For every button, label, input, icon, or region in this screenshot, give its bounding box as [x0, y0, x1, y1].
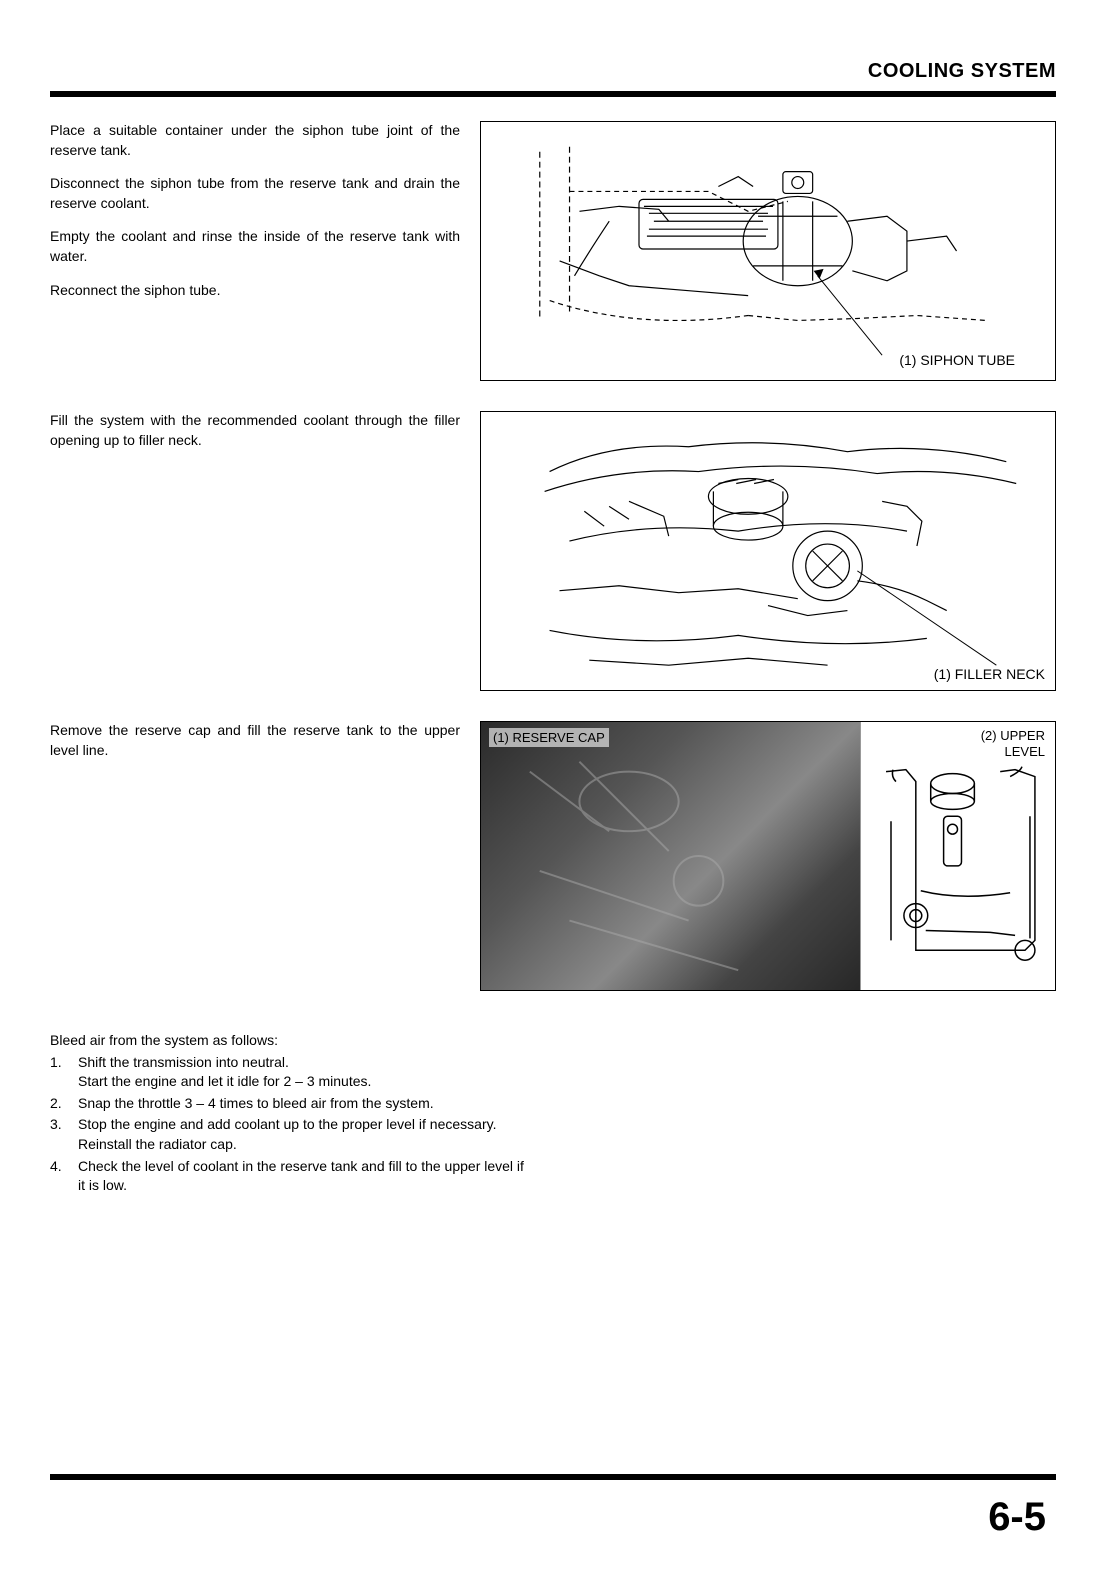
list-item: 3. Stop the engine and add coolant up to… — [50, 1115, 1056, 1154]
reserve-tank-side — [860, 722, 1055, 990]
list-item: 4. Check the level of coolant in the res… — [50, 1157, 1056, 1196]
item-num: 3. — [50, 1115, 78, 1154]
item-num: 2. — [50, 1094, 78, 1114]
para: Reconnect the siphon tube. — [50, 281, 460, 301]
filler-neck-diagram — [481, 412, 1055, 690]
row-filler: Fill the system with the recommended coo… — [50, 411, 1056, 691]
fig-label-upper: (2) UPPER LEVEL — [981, 728, 1045, 759]
reserve-tank-diagram — [861, 722, 1055, 990]
para: Empty the coolant and rinse the inside o… — [50, 227, 460, 266]
item-text: Snap the throttle 3 – 4 times to bleed a… — [78, 1094, 528, 1114]
fig-label-siphon: (1) SIPHON TUBE — [899, 352, 1015, 368]
item-num: 1. — [50, 1053, 78, 1092]
photo-reserve: (1) RESERVE CAP (2) UPPER LEVEL — [480, 721, 1056, 991]
figure-1: (1) SIPHON TUBE — [480, 121, 1056, 381]
figure-2: (1) FILLER NECK — [480, 411, 1056, 691]
header-rule — [50, 91, 1056, 97]
item-text: Stop the engine and add coolant up to th… — [78, 1115, 528, 1154]
para: Fill the system with the recommended coo… — [50, 411, 460, 450]
bleed-title: Bleed air from the system as follows: — [50, 1031, 1056, 1051]
diagram-siphon: (1) SIPHON TUBE — [480, 121, 1056, 381]
bleed-list: 1. Shift the transmission into neutral. … — [50, 1053, 1056, 1196]
text-block-1: Place a suitable container under the sip… — [50, 121, 480, 314]
row-reserve: Remove the reserve cap and fill the rese… — [50, 721, 1056, 991]
header-title: COOLING SYSTEM — [868, 60, 1056, 82]
page-header: COOLING SYSTEM — [50, 60, 1056, 83]
fig-label-reserve: (1) RESERVE CAP — [489, 728, 609, 747]
item-text: Shift the transmission into neutral. Sta… — [78, 1053, 528, 1092]
list-item: 2. Snap the throttle 3 – 4 times to blee… — [50, 1094, 1056, 1114]
para: Disconnect the siphon tube from the rese… — [50, 174, 460, 213]
page-number: 6-5 — [988, 1495, 1046, 1540]
figure-3: (1) RESERVE CAP (2) UPPER LEVEL — [480, 721, 1056, 991]
para: Remove the reserve cap and fill the rese… — [50, 721, 460, 760]
text-block-3: Remove the reserve cap and fill the rese… — [50, 721, 480, 774]
text-block-2: Fill the system with the recommended coo… — [50, 411, 480, 464]
upper-line1: (2) UPPER — [981, 728, 1045, 743]
item-num: 4. — [50, 1157, 78, 1196]
list-item: 1. Shift the transmission into neutral. … — [50, 1053, 1056, 1092]
footer-rule — [50, 1474, 1056, 1480]
bleed-section: Bleed air from the system as follows: 1.… — [50, 1031, 1056, 1196]
para: Place a suitable container under the sip… — [50, 121, 460, 160]
siphon-tube-diagram — [481, 122, 1055, 380]
item-text: Check the level of coolant in the reserv… — [78, 1157, 528, 1196]
upper-line2: LEVEL — [1005, 744, 1045, 759]
fig-label-filler: (1) FILLER NECK — [934, 666, 1045, 682]
row-siphon: Place a suitable container under the sip… — [50, 121, 1056, 381]
diagram-filler: (1) FILLER NECK — [480, 411, 1056, 691]
